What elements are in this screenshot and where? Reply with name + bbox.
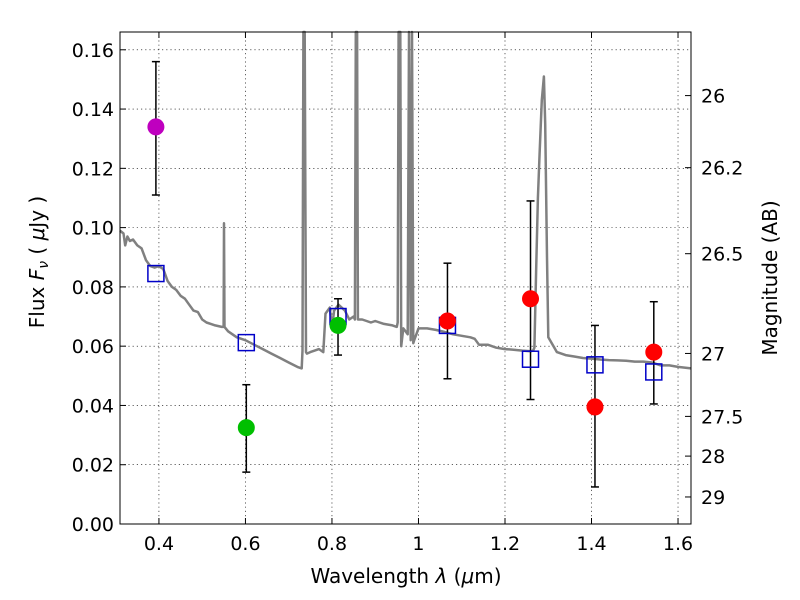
observed-point <box>329 316 347 334</box>
y-tick-label: 0.12 <box>72 158 114 180</box>
model-spectrum-line <box>119 30 692 370</box>
right-tick-label: 29 <box>701 487 725 509</box>
x-tick-label: 1.6 <box>663 533 693 555</box>
y-tick-label: 0.02 <box>72 455 114 477</box>
y-tick-label: 0.00 <box>72 514 114 536</box>
model-photometry-square <box>147 264 165 283</box>
axis-ticks: 0.4 0.6 0.8 1 1.2 1.4 1.6 0.00 0.02 0.04 0.06 0.08 0… <box>72 32 743 555</box>
model-photometry-square <box>586 356 604 374</box>
model-spectrum-layer <box>119 30 692 370</box>
observed-point <box>522 290 540 308</box>
right-tick-label: 26.5 <box>701 244 743 266</box>
model-photometry-square <box>645 363 663 381</box>
observed-point <box>147 118 165 136</box>
y-tick-label: 0.06 <box>72 336 114 358</box>
right-tick-label: 27.5 <box>701 406 743 428</box>
model-photometry-square <box>521 350 540 368</box>
model-photometry-square <box>237 333 256 352</box>
y-tick-label: 0.16 <box>72 40 114 62</box>
x-tick-label: 1.4 <box>576 533 606 555</box>
x-tick-label: 1.2 <box>490 533 520 555</box>
y-tick-label: 0.04 <box>72 395 114 417</box>
right-tick-label: 27 <box>701 343 725 365</box>
x-tick-label: 1 <box>412 533 424 555</box>
observed-point <box>586 398 604 416</box>
observed-point <box>645 343 663 361</box>
plot-frame <box>119 31 692 525</box>
y-tick-label: 0.14 <box>72 99 114 121</box>
x-axis-label: Wavelength λ (μm) <box>310 564 501 588</box>
observed-point <box>438 312 456 330</box>
right-tick-label: 26.2 <box>701 158 743 180</box>
x-tick-label: 0.6 <box>230 533 260 555</box>
observed-point <box>237 419 255 437</box>
x-tick-label: 0.8 <box>317 533 347 555</box>
y-tick-label: 0.10 <box>72 218 114 240</box>
y-axis-label: Flux Fν ( μJy ) <box>25 196 52 328</box>
right-tick-label: 28 <box>701 446 725 468</box>
observed-points <box>147 118 663 437</box>
y-tick-label: 0.08 <box>72 277 114 299</box>
x-tick-label: 0.4 <box>144 533 174 555</box>
right-tick-label: 26 <box>701 86 725 108</box>
right-axis-label: Magnitude (AB) <box>758 200 782 355</box>
